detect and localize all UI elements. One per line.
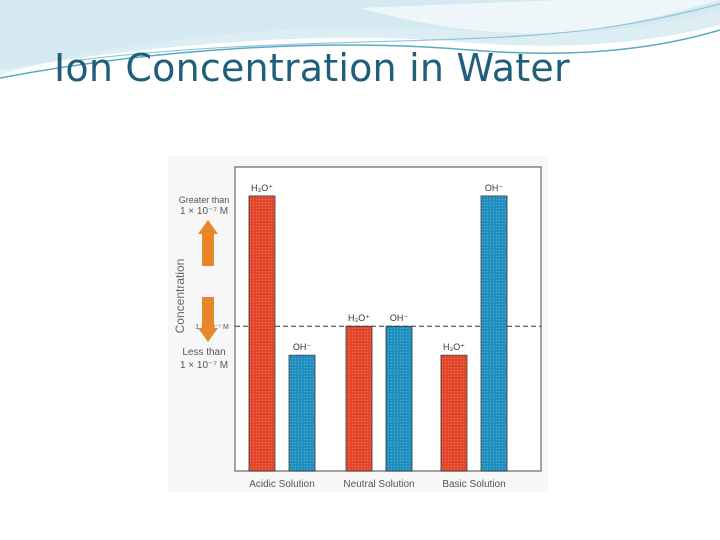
- bar-texture-0-2: [441, 355, 467, 471]
- up-arrow-head: [198, 220, 218, 234]
- slide-title: Ion Concentration in Water: [54, 46, 570, 90]
- top-wave-stroke-1: [0, 29, 720, 79]
- down-arrow-head: [198, 328, 218, 342]
- x-tick-label-1: Neutral Solution: [343, 479, 414, 490]
- bars: [248, 195, 508, 472]
- y-low-label-line2: 1 × 10⁻⁷ M: [180, 360, 228, 371]
- chart-svg: Greater than 1 × 10⁻⁷ M Less than 1 × 10…: [168, 156, 548, 492]
- down-arrow-shaft: [202, 297, 214, 329]
- x-axis-labels: Acidic Solution Neutral Solution Basic Sol…: [249, 479, 505, 490]
- bar-texture-0-1: [346, 326, 372, 471]
- down-arrow: [198, 297, 218, 342]
- bar-label-0-0: H₃O⁺: [251, 183, 273, 193]
- top-wave-highlight: [360, 0, 720, 34]
- x-tick-label-0: Acidic Solution: [249, 479, 315, 490]
- x-tick-label-2: Basic Solution: [442, 479, 505, 490]
- up-arrow-shaft: [202, 233, 214, 266]
- y-high-label-line1: Greater than: [179, 195, 230, 205]
- bar-texture-1-2: [481, 195, 507, 471]
- bar-label-0-2: H₃O⁺: [443, 342, 465, 352]
- bar-label-1-0: OH⁻: [293, 342, 312, 352]
- y-low-label-line1: Less than: [182, 347, 225, 358]
- bar-label-0-1: H₃O⁺: [348, 313, 370, 323]
- bar-texture-1-1: [386, 326, 412, 471]
- y-high-label-line2: 1 × 10⁻⁷ M: [180, 206, 228, 217]
- top-wave-stroke-2: [79, 3, 720, 61]
- up-arrow: [198, 220, 218, 266]
- bar-texture-1-0: [289, 355, 315, 471]
- bar-texture-0-0: [249, 195, 275, 471]
- bar-label-1-2: OH⁻: [485, 183, 504, 193]
- ion-concentration-chart: Greater than 1 × 10⁻⁷ M Less than 1 × 10…: [168, 156, 548, 492]
- bar-labels: H₃O⁺ OH⁻ H₃O⁺ OH⁻ H₃O⁺ OH⁻: [251, 183, 503, 352]
- y-axis-label: Concentration: [173, 259, 187, 334]
- bar-label-1-1: OH⁻: [390, 313, 409, 323]
